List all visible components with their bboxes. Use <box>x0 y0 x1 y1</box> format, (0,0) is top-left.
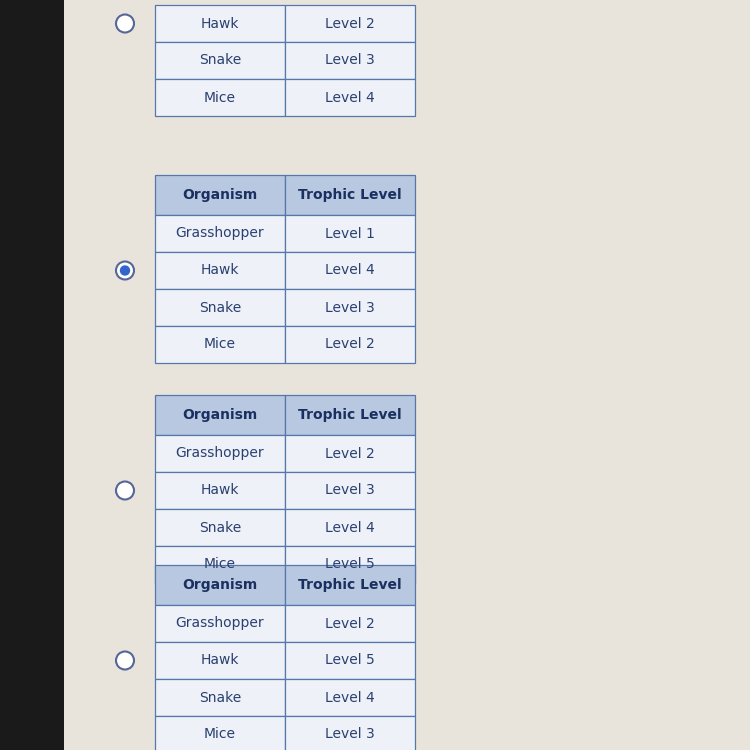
FancyBboxPatch shape <box>285 716 415 750</box>
Text: Level 2: Level 2 <box>326 16 375 31</box>
Text: Level 3: Level 3 <box>326 728 375 742</box>
Text: Snake: Snake <box>199 520 242 535</box>
Text: Mice: Mice <box>204 557 236 572</box>
Text: Mice: Mice <box>204 338 236 352</box>
FancyBboxPatch shape <box>155 79 285 116</box>
FancyBboxPatch shape <box>285 679 415 716</box>
FancyBboxPatch shape <box>155 716 285 750</box>
FancyBboxPatch shape <box>285 509 415 546</box>
FancyBboxPatch shape <box>285 215 415 252</box>
FancyBboxPatch shape <box>155 435 285 472</box>
FancyBboxPatch shape <box>0 0 64 750</box>
FancyBboxPatch shape <box>285 326 415 363</box>
Text: Grasshopper: Grasshopper <box>176 616 264 631</box>
FancyBboxPatch shape <box>155 42 285 79</box>
Text: Snake: Snake <box>199 301 242 314</box>
Text: Trophic Level: Trophic Level <box>298 408 402 422</box>
FancyBboxPatch shape <box>285 565 415 605</box>
Text: Hawk: Hawk <box>201 484 239 497</box>
Text: Level 2: Level 2 <box>326 446 375 460</box>
FancyBboxPatch shape <box>285 435 415 472</box>
Text: Snake: Snake <box>199 53 242 68</box>
Text: Hawk: Hawk <box>201 263 239 278</box>
Circle shape <box>116 652 134 670</box>
Circle shape <box>116 14 134 32</box>
FancyBboxPatch shape <box>155 509 285 546</box>
Text: Mice: Mice <box>204 728 236 742</box>
Text: Level 4: Level 4 <box>326 91 375 104</box>
FancyBboxPatch shape <box>155 215 285 252</box>
Text: Hawk: Hawk <box>201 16 239 31</box>
FancyBboxPatch shape <box>155 289 285 326</box>
Text: Level 2: Level 2 <box>326 338 375 352</box>
Text: Level 1: Level 1 <box>325 226 375 241</box>
FancyBboxPatch shape <box>285 642 415 679</box>
FancyBboxPatch shape <box>155 395 285 435</box>
Text: Level 5: Level 5 <box>326 557 375 572</box>
FancyBboxPatch shape <box>285 289 415 326</box>
Text: Organism: Organism <box>182 578 258 592</box>
FancyBboxPatch shape <box>155 326 285 363</box>
Text: Level 2: Level 2 <box>326 616 375 631</box>
FancyBboxPatch shape <box>285 5 415 42</box>
Text: Level 4: Level 4 <box>326 520 375 535</box>
Text: Organism: Organism <box>182 188 258 202</box>
Circle shape <box>121 266 130 275</box>
Text: Trophic Level: Trophic Level <box>298 578 402 592</box>
Text: Organism: Organism <box>182 408 258 422</box>
Text: Snake: Snake <box>199 691 242 704</box>
FancyBboxPatch shape <box>285 546 415 583</box>
FancyBboxPatch shape <box>285 252 415 289</box>
Text: Level 3: Level 3 <box>326 301 375 314</box>
Text: Level 4: Level 4 <box>326 691 375 704</box>
FancyBboxPatch shape <box>285 472 415 509</box>
FancyBboxPatch shape <box>155 175 285 215</box>
FancyBboxPatch shape <box>285 605 415 642</box>
FancyBboxPatch shape <box>285 42 415 79</box>
Text: Level 5: Level 5 <box>326 653 375 668</box>
Text: Grasshopper: Grasshopper <box>176 226 264 241</box>
Text: Mice: Mice <box>204 91 236 104</box>
Circle shape <box>116 482 134 500</box>
FancyBboxPatch shape <box>155 605 285 642</box>
Text: Level 3: Level 3 <box>326 484 375 497</box>
Text: Grasshopper: Grasshopper <box>176 446 264 460</box>
Text: Level 4: Level 4 <box>326 263 375 278</box>
FancyBboxPatch shape <box>285 395 415 435</box>
FancyBboxPatch shape <box>155 546 285 583</box>
FancyBboxPatch shape <box>155 5 285 42</box>
FancyBboxPatch shape <box>285 79 415 116</box>
Circle shape <box>116 262 134 280</box>
FancyBboxPatch shape <box>155 642 285 679</box>
FancyBboxPatch shape <box>155 472 285 509</box>
FancyBboxPatch shape <box>155 565 285 605</box>
FancyBboxPatch shape <box>155 252 285 289</box>
Text: Hawk: Hawk <box>201 653 239 668</box>
FancyBboxPatch shape <box>155 679 285 716</box>
FancyBboxPatch shape <box>285 175 415 215</box>
Text: Trophic Level: Trophic Level <box>298 188 402 202</box>
Text: Level 3: Level 3 <box>326 53 375 68</box>
